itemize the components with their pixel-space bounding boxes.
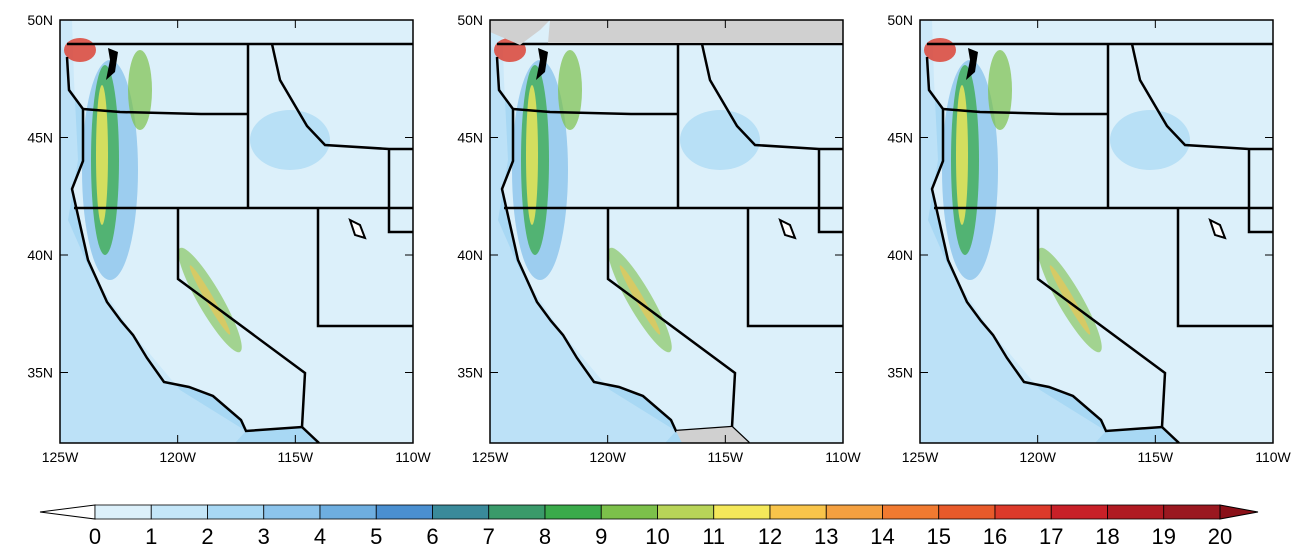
colorbar-label: 10 <box>645 524 669 549</box>
y-tick-label: 40N <box>887 247 913 263</box>
colorbar-label: 17 <box>1039 524 1063 549</box>
map-panel: 125W 120W 115W 110W 35N 40N 45N 50N <box>887 12 1291 465</box>
colorbar-box <box>713 504 771 520</box>
colorbar-box <box>375 504 433 520</box>
colorbar-box <box>769 504 827 520</box>
y-tick-label: 45N <box>27 130 53 146</box>
x-tick-label: 120W <box>159 449 196 465</box>
y-tick-label: 50N <box>27 12 53 28</box>
colorbar-label: 14 <box>870 524 894 549</box>
map-image <box>490 20 843 443</box>
map-image <box>60 20 413 443</box>
colorbar-box <box>600 504 658 520</box>
colorbar-label: 4 <box>314 524 326 549</box>
colorbar-box <box>1107 504 1165 520</box>
colorbar-box <box>657 504 715 520</box>
map-image <box>920 20 1273 443</box>
colorbar-box <box>938 504 996 520</box>
y-tick-label: 35N <box>887 365 913 381</box>
map-panel: 125W 120W 115W 110W 35N 40N 45N 50N <box>457 12 861 465</box>
colorbar: 0 1 2 3 4 5 6 7 8 9 10 11 12 13 14 15 16 17 18 19 20 <box>39 504 1259 549</box>
colorbar-label: 6 <box>426 524 438 549</box>
y-tick-label: 50N <box>457 12 483 28</box>
colorbar-label: 8 <box>539 524 551 549</box>
missing-area <box>676 427 749 443</box>
x-tick-label: 120W <box>589 449 626 465</box>
colorbar-box <box>432 504 490 520</box>
y-tick-label: 45N <box>457 130 483 146</box>
colorbar-box <box>207 504 265 520</box>
colorbar-label: 7 <box>483 524 495 549</box>
x-tick-label: 125W <box>902 449 939 465</box>
colorbar-label: 13 <box>814 524 838 549</box>
colorbar-box <box>544 504 602 520</box>
colorbar-box <box>319 504 377 520</box>
y-tick-label: 45N <box>887 130 913 146</box>
y-tick-label: 40N <box>457 247 483 263</box>
missing-area <box>490 20 843 45</box>
map-panel: 125W 120W 115W 110W 35N 40N 45N 50N <box>27 12 431 465</box>
x-tick-label: 125W <box>472 449 509 465</box>
x-tick-label: 110W <box>395 449 431 465</box>
colorbar-box <box>882 504 940 520</box>
y-tick-label: 40N <box>27 247 53 263</box>
y-tick-label: 35N <box>457 365 483 381</box>
map-frame <box>59 19 414 444</box>
colorbar-label: 3 <box>258 524 270 549</box>
map-panels: 125W 120W 115W 110W 35N 40N 45N 50N 125W 120W 115W… <box>27 12 1291 465</box>
colorbar-box <box>1163 504 1221 520</box>
colorbar-box <box>1050 504 1108 520</box>
colorbar-label: 18 <box>1095 524 1119 549</box>
colorbar-label: 2 <box>201 524 213 549</box>
y-tick-label: 50N <box>887 12 913 28</box>
colorbar-label: 19 <box>1152 524 1176 549</box>
map-frame <box>919 19 1274 444</box>
colorbar-box <box>488 504 546 520</box>
y-tick-label: 35N <box>27 365 53 381</box>
colorbar-label: 20 <box>1208 524 1232 549</box>
colorbar-box <box>825 504 883 520</box>
colorbar-box <box>994 504 1052 520</box>
x-tick-label: 115W <box>278 449 314 465</box>
x-tick-label: 125W <box>42 449 79 465</box>
x-tick-label: 115W <box>1138 449 1174 465</box>
colorbar-under <box>39 504 96 520</box>
map-frame <box>489 19 844 444</box>
colorbar-label: 11 <box>702 524 725 549</box>
colorbar-label: 0 <box>89 524 101 549</box>
colorbar-box <box>94 504 152 520</box>
x-tick-label: 120W <box>1019 449 1056 465</box>
x-tick-label: 115W <box>708 449 744 465</box>
x-tick-label: 110W <box>825 449 861 465</box>
colorbar-label: 12 <box>758 524 782 549</box>
colorbar-label: 16 <box>983 524 1007 549</box>
colorbar-label: 9 <box>595 524 607 549</box>
colorbar-over <box>1219 504 1259 520</box>
x-tick-label: 110W <box>1255 449 1291 465</box>
colorbar-label: 1 <box>145 524 157 549</box>
colorbar-label: 15 <box>927 524 951 549</box>
colorbar-box <box>263 504 321 520</box>
colorbar-box <box>150 504 208 520</box>
colorbar-label: 5 <box>370 524 382 549</box>
